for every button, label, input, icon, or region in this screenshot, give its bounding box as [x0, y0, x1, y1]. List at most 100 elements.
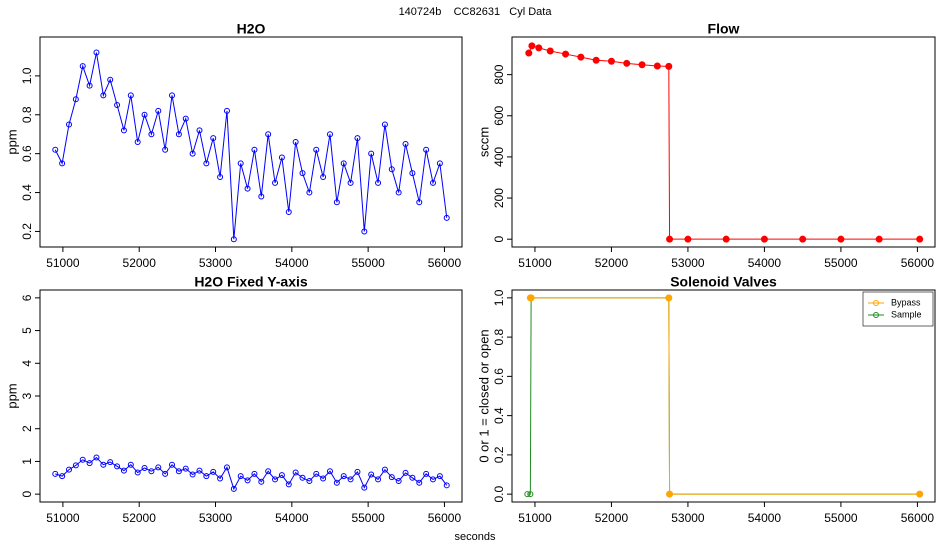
data-point — [285, 209, 292, 215]
data-point — [546, 47, 554, 55]
data-point — [189, 471, 196, 478]
data-point — [79, 456, 86, 463]
x-tick-label: 55000 — [351, 511, 385, 525]
data-point — [799, 235, 807, 243]
data-point — [361, 228, 368, 235]
data-point — [430, 179, 437, 186]
series-line — [55, 456, 448, 491]
x-tick-label: 56000 — [901, 511, 935, 525]
data-point — [127, 461, 134, 468]
x-tick-label: 54000 — [275, 256, 309, 270]
data-point — [443, 214, 450, 221]
data-point — [666, 235, 674, 243]
data-point — [423, 470, 430, 477]
data-point — [182, 115, 189, 122]
data-point — [107, 76, 114, 83]
y-tick-label: 6 — [20, 294, 34, 301]
legend-box — [862, 291, 934, 327]
data-point — [320, 475, 327, 482]
data-point — [285, 481, 292, 488]
x-tick-label: 55000 — [351, 256, 385, 270]
data-point — [623, 59, 631, 67]
x-tick-label: 51000 — [518, 256, 552, 270]
data-point — [265, 131, 272, 138]
x-tick-label: 52000 — [595, 256, 629, 270]
data-point — [837, 235, 845, 243]
data-point — [381, 466, 388, 473]
data-point — [244, 477, 251, 484]
data-point — [93, 454, 100, 461]
y-tick-label: 1.0 — [20, 67, 34, 84]
data-point — [258, 478, 265, 485]
plot-frame — [511, 289, 936, 503]
x-tick-label: 56000 — [901, 256, 935, 270]
data-point — [93, 49, 100, 56]
data-point — [134, 469, 141, 476]
data-point — [120, 127, 127, 134]
series-line — [54, 52, 448, 240]
data-point — [361, 484, 368, 491]
y-tick-label: 0.8 — [20, 106, 34, 123]
data-point — [203, 160, 210, 167]
data-point — [134, 139, 141, 145]
data-point — [313, 146, 320, 153]
data-point — [368, 471, 375, 478]
data-point — [148, 131, 155, 138]
data-point — [607, 57, 615, 65]
data-point — [196, 467, 203, 474]
data-point — [59, 160, 66, 167]
y-tick-label: 0 — [492, 236, 506, 243]
data-point — [265, 468, 272, 475]
y-tick-label: 600 — [492, 105, 506, 125]
data-point — [306, 189, 313, 196]
data-point — [535, 44, 543, 52]
data-point — [237, 160, 244, 167]
y-tick-label: 4 — [20, 360, 34, 367]
data-point — [395, 478, 402, 485]
y-tick-label: 0 — [20, 490, 34, 497]
y-tick-label: 0.4 — [20, 184, 34, 201]
data-point — [210, 468, 217, 475]
data-point — [875, 235, 883, 243]
x-tick-label: 54000 — [275, 511, 309, 525]
data-point — [114, 102, 121, 109]
legend-label: Bypass — [891, 297, 921, 307]
data-point — [722, 235, 730, 243]
series-line — [530, 297, 920, 495]
plot-frame — [39, 36, 463, 248]
data-point — [436, 160, 443, 167]
chart-title: Solenoid Valves — [670, 274, 777, 290]
y-axis-label: sccm — [476, 127, 491, 157]
data-point — [79, 63, 86, 70]
data-point — [320, 174, 327, 180]
data-point — [251, 146, 258, 153]
chart-title: H2O Fixed Y-axis — [194, 274, 308, 290]
x-tick-label: 56000 — [428, 256, 462, 270]
data-point — [120, 467, 127, 474]
data-point — [368, 150, 375, 157]
data-point — [72, 462, 79, 469]
data-point — [169, 461, 176, 468]
data-point — [148, 468, 155, 475]
y-tick-label: 1 — [20, 458, 34, 465]
data-point — [59, 473, 66, 480]
data-point — [354, 468, 361, 475]
data-point — [326, 468, 333, 475]
data-point — [592, 56, 600, 64]
data-point — [388, 166, 395, 173]
chart-title: H2O — [237, 21, 266, 37]
y-tick-label: 200 — [492, 188, 506, 208]
data-point — [52, 470, 59, 477]
x-tick-label: 55000 — [824, 511, 858, 525]
data-point — [203, 473, 210, 480]
data-point — [409, 170, 416, 177]
data-point — [210, 135, 217, 142]
data-point — [577, 53, 585, 61]
data-point — [244, 185, 251, 192]
y-tick-label: 800 — [492, 64, 506, 84]
data-point — [333, 199, 340, 206]
data-point — [299, 170, 306, 177]
data-point — [272, 476, 279, 483]
legend-marker — [873, 300, 879, 306]
page-title: 140724b CC82631 Cyl Data — [399, 6, 553, 18]
